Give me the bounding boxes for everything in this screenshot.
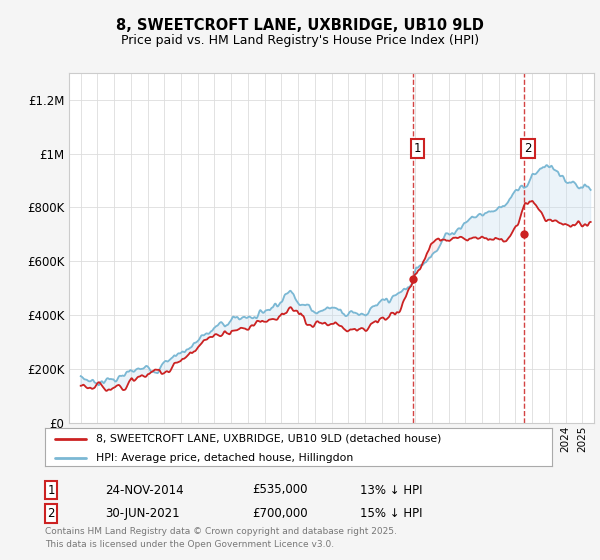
Text: 1: 1 [414,142,421,155]
Text: Price paid vs. HM Land Registry's House Price Index (HPI): Price paid vs. HM Land Registry's House … [121,34,479,47]
Text: 30-JUN-2021: 30-JUN-2021 [105,507,179,520]
Text: 15% ↓ HPI: 15% ↓ HPI [360,507,422,520]
Text: 13% ↓ HPI: 13% ↓ HPI [360,483,422,497]
Text: HPI: Average price, detached house, Hillingdon: HPI: Average price, detached house, Hill… [96,452,353,463]
Text: £700,000: £700,000 [252,507,308,520]
Text: 2: 2 [524,142,532,155]
Text: 2: 2 [47,507,55,520]
Text: £535,000: £535,000 [252,483,308,497]
Text: 1: 1 [47,483,55,497]
Text: 8, SWEETCROFT LANE, UXBRIDGE, UB10 9LD: 8, SWEETCROFT LANE, UXBRIDGE, UB10 9LD [116,18,484,32]
Text: 8, SWEETCROFT LANE, UXBRIDGE, UB10 9LD (detached house): 8, SWEETCROFT LANE, UXBRIDGE, UB10 9LD (… [96,433,441,444]
Text: Contains HM Land Registry data © Crown copyright and database right 2025.: Contains HM Land Registry data © Crown c… [45,528,397,536]
Text: This data is licensed under the Open Government Licence v3.0.: This data is licensed under the Open Gov… [45,540,334,549]
Text: 24-NOV-2014: 24-NOV-2014 [105,483,184,497]
